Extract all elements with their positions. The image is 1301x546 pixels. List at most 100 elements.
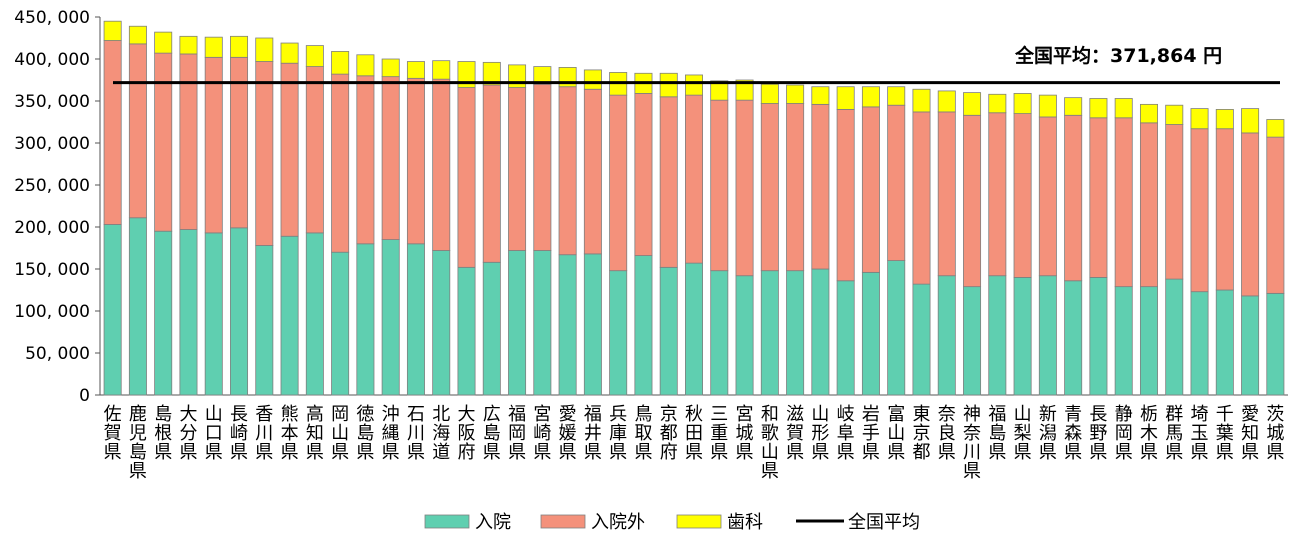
bar-segment	[1114, 117, 1133, 288]
bar-segment	[280, 42, 299, 64]
bar-segment	[710, 99, 729, 272]
bar-segment	[861, 271, 880, 396]
x-tick-label: 福井県	[584, 404, 602, 463]
x-tick-label: 茨城県	[1266, 404, 1284, 463]
x-tick-label: 滋賀県	[786, 404, 804, 463]
bar-segment	[1064, 114, 1083, 282]
y-tick-label: 50, 000	[25, 344, 90, 364]
bar-segment	[659, 72, 678, 98]
x-tick-label: 新潟県	[1039, 404, 1057, 463]
x-tick-label: 岡山県	[331, 404, 349, 463]
x-tick-label: 徳島県	[356, 404, 374, 463]
bar-segment	[963, 114, 982, 288]
bar-segment	[988, 93, 1007, 114]
bar-segment	[305, 232, 324, 396]
bar-segment	[508, 87, 527, 251]
bar-segment	[305, 66, 324, 234]
bar-segment	[457, 61, 476, 88]
bar-segment	[179, 53, 198, 230]
bar-segment	[1013, 276, 1032, 396]
bar-segment	[861, 86, 880, 108]
bar-segment	[103, 224, 122, 396]
bar-segment	[154, 52, 173, 232]
bar-segment	[887, 260, 906, 396]
bar-segment	[836, 280, 855, 396]
bar-segment	[735, 99, 754, 277]
bar-segment	[1114, 98, 1133, 119]
average-annotation: 全国平均：371,864 円	[1014, 44, 1222, 67]
bar-segment	[128, 25, 147, 45]
x-tick-label: 兵庫県	[609, 404, 627, 463]
bar-segment	[786, 103, 805, 272]
bar-segment	[1241, 295, 1260, 396]
bar-segment	[508, 250, 527, 396]
bar-segment	[1215, 109, 1234, 130]
bar-segment	[887, 86, 906, 106]
bar-segment	[1215, 128, 1234, 291]
bar-segment	[811, 268, 830, 396]
bar-segment	[305, 45, 324, 67]
bar-segment	[432, 78, 451, 251]
y-axis-ticks: 0 50, 000 100, 000 150, 000 200, 000 250, 000…	[14, 8, 100, 406]
x-tick-label: 栃木県	[1140, 404, 1158, 463]
bar-segment	[154, 230, 173, 396]
bar-segment	[1165, 124, 1184, 280]
bar-segment	[432, 250, 451, 396]
legend-label: 入院外	[591, 512, 645, 533]
bar-segment	[154, 31, 173, 54]
bar-segment	[710, 80, 729, 101]
x-tick-label: 岐阜県	[837, 404, 855, 463]
bar-segment	[406, 61, 425, 79]
bar-segment	[558, 254, 577, 396]
bar-segment	[457, 266, 476, 396]
x-tick-label: 東京都	[912, 404, 930, 463]
bar-segment	[659, 96, 678, 268]
legend-label: 全国平均	[848, 512, 920, 533]
legend-label: 歯科	[727, 512, 763, 533]
bar-segment	[786, 84, 805, 104]
bar-segment	[457, 87, 476, 268]
bar-segment	[1038, 275, 1057, 396]
legend-swatch	[540, 514, 586, 529]
bar-segment	[937, 275, 956, 396]
x-tick-label: 大阪府	[458, 404, 476, 463]
x-tick-label: 石川県	[407, 404, 425, 463]
bar-segment	[583, 88, 602, 255]
bar-segment	[1241, 108, 1260, 134]
bar-segment	[937, 111, 956, 277]
bar-segment	[1089, 98, 1108, 119]
x-tick-label: 神奈川県	[963, 404, 981, 482]
bar-segment	[710, 270, 729, 396]
bar-segment	[1114, 286, 1133, 396]
y-tick-label: 250, 000	[14, 176, 90, 196]
bar-segment	[912, 88, 931, 113]
bar-segment	[1190, 108, 1209, 130]
bar-segment	[406, 77, 425, 245]
bar-segment	[583, 69, 602, 90]
bar-segment	[1266, 119, 1285, 138]
x-tick-label: 山梨県	[1014, 404, 1032, 463]
bar-segment	[103, 20, 122, 41]
bar-segment	[735, 275, 754, 396]
x-tick-label: 愛媛県	[559, 404, 577, 463]
bar-segment	[1038, 116, 1057, 277]
bar-segment	[1013, 113, 1032, 278]
legend-swatch	[424, 514, 470, 529]
bar-segment	[381, 58, 400, 78]
y-tick-label: 100, 000	[14, 302, 90, 322]
bar-segment	[1190, 128, 1209, 293]
bar-segment	[912, 111, 931, 285]
bar-segment	[887, 104, 906, 261]
bar-segment	[331, 73, 350, 253]
bar-segment	[230, 35, 249, 58]
bar-segment	[1139, 103, 1158, 124]
bar-segment	[912, 283, 931, 396]
x-tick-label: 奈良県	[938, 404, 956, 463]
bar-segment	[609, 94, 628, 272]
bar-segment	[963, 92, 982, 116]
y-tick-label: 450, 000	[14, 8, 90, 28]
x-tick-label: 山口県	[205, 404, 223, 463]
x-tick-label: 福岡県	[508, 404, 526, 463]
y-tick-label: 200, 000	[14, 218, 90, 238]
bar-segment	[179, 35, 198, 55]
